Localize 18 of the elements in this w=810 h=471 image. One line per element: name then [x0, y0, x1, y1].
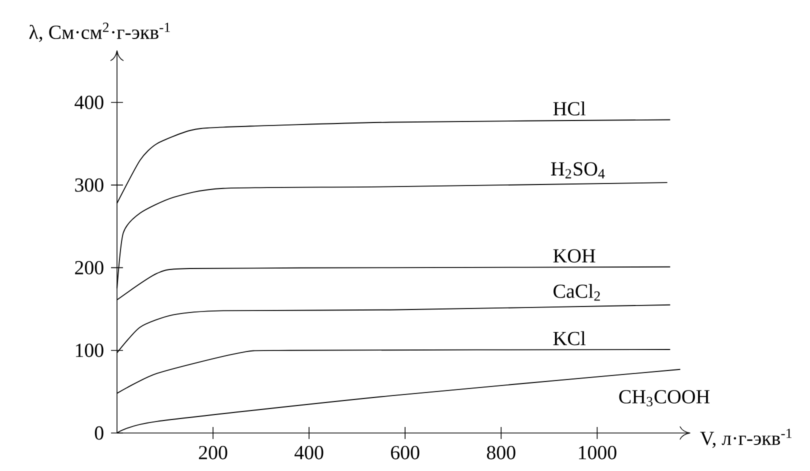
- x-tick-label: 600: [391, 446, 420, 460]
- y-tick-label: 300: [75, 178, 104, 192]
- x-tick-label: 400: [294, 446, 324, 460]
- x-axis-title: V, л·г-экв$^{-1}$: [700, 428, 792, 448]
- x-tick-label: 800: [486, 446, 516, 460]
- series-label: KCl: [553, 331, 586, 346]
- x-tick-label: 200: [198, 446, 228, 460]
- y-tick-label: 200: [75, 260, 104, 274]
- y-tick-label: 400: [74, 96, 104, 110]
- series-label: CaCl$_{2}$: [554, 284, 600, 301]
- y-tick-label: 100: [76, 344, 104, 358]
- series-label: H$_{2}$SO$_{4}$: [551, 162, 605, 178]
- y-axis-title: λ, См·см$^{2}$·г-экв$^{-1}$: [29, 22, 170, 42]
- x-tick-label: 1000: [579, 446, 616, 460]
- series-label: HCl: [553, 102, 586, 116]
- series-label: KOH: [553, 249, 596, 263]
- y-tick-label: 0: [94, 426, 104, 440]
- series-label: CH$_{3}$COOH: [619, 390, 710, 406]
